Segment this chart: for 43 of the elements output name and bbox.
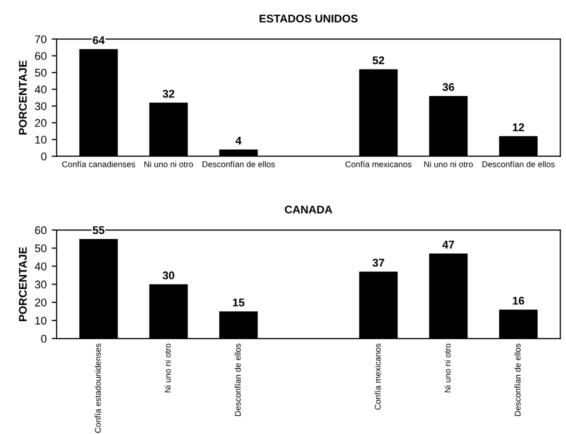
x-tick-label: Ni uno ni otro <box>444 344 451 392</box>
y-tick-label: 40 <box>34 86 46 94</box>
data-label: 12 <box>512 123 524 132</box>
x-tick-label: Confía mexicanos <box>374 344 381 410</box>
data-label: 16 <box>512 296 524 305</box>
x-tick-label: Ni uno ni otro <box>144 161 193 168</box>
y-tick-label: 60 <box>35 52 46 60</box>
y-tick-label: 0 <box>41 334 46 343</box>
y-tick-label: 0 <box>41 152 46 160</box>
x-tick-label: Ni uno ni otro <box>164 344 171 392</box>
x-tick-label: Confía estadounidenses <box>94 344 101 433</box>
data-label: 4 <box>236 136 242 144</box>
y-tick-label: 70 <box>35 35 46 44</box>
data-label: 36 <box>442 83 454 92</box>
chart-title: ESTADOS UNIDOS <box>260 14 358 23</box>
x-tick-label: Desconfían de ellos <box>482 161 555 168</box>
data-label: 37 <box>372 258 384 267</box>
x-tick-label: Desconfían de ellos <box>202 161 275 168</box>
x-tick-label: Ni uno ni otro <box>424 161 473 168</box>
data-label: 47 <box>442 240 454 248</box>
y-tick-label: 50 <box>34 68 46 77</box>
y-tick-label: 60 <box>35 226 46 234</box>
y-tick-label: 40 <box>34 262 46 270</box>
x-tick-label: Confía mexicanos <box>346 161 412 168</box>
y-tick-label: 50 <box>34 244 46 252</box>
y-tick-label: 20 <box>35 119 46 127</box>
x-tick-label: Desconfían de ellos <box>514 344 521 416</box>
y-tick-label: 20 <box>35 298 46 306</box>
data-label: 64 <box>92 36 105 44</box>
x-tick-label: Desconfían de ellos <box>234 344 241 416</box>
data-label: 52 <box>372 56 384 64</box>
data-label: 30 <box>162 271 174 280</box>
y-tick-label: 30 <box>34 102 46 110</box>
y-tick-label: 10 <box>35 136 46 144</box>
y-axis-title: PORCENTAJE <box>18 247 27 322</box>
y-tick-label: 30 <box>34 280 46 288</box>
data-label: 55 <box>92 226 104 234</box>
y-axis-title: PORCENTAJE <box>18 60 27 134</box>
x-tick-label: Confía canadienses <box>62 161 136 168</box>
y-tick-label: 10 <box>35 316 46 325</box>
chart-title: CANADA <box>284 206 332 214</box>
data-label: 32 <box>162 90 174 98</box>
data-label: 15 <box>233 298 244 306</box>
